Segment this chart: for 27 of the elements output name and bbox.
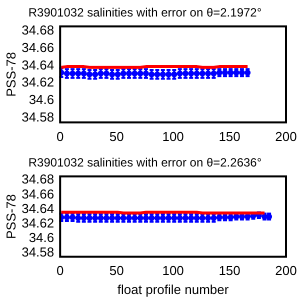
x-tick-label: 0 bbox=[56, 263, 64, 278]
y-axis-title: PSS-78 bbox=[3, 52, 18, 97]
y-tick-label: 34.66 bbox=[22, 40, 54, 55]
y-tick-label: 34.62 bbox=[22, 74, 54, 90]
x-tick-label: 200 bbox=[275, 263, 297, 278]
x-tick-label: 150 bbox=[218, 263, 240, 278]
y-axis-title: PSS-78 bbox=[3, 194, 18, 240]
y-tick-label: 34.58 bbox=[22, 110, 54, 125]
x-tick-label: 100 bbox=[162, 263, 184, 278]
x-tick-label: 200 bbox=[275, 128, 297, 144]
x-axis-title: float profile number bbox=[117, 282, 230, 297]
x-tick-label: 0 bbox=[56, 128, 64, 144]
x-tick-label: 100 bbox=[162, 128, 184, 144]
chart-title: R3901032 salinities with error on θ=2.2636° bbox=[28, 156, 262, 170]
x-tick-label: 50 bbox=[109, 263, 124, 278]
y-tick-label: 34.68 bbox=[22, 22, 54, 38]
y-tick-label: 34.64 bbox=[22, 57, 54, 72]
y-tick-label: 34.6 bbox=[28, 230, 54, 246]
x-tick-label: 50 bbox=[109, 128, 124, 144]
y-tick-label: 34.58 bbox=[22, 244, 54, 260]
x-tick-label: 150 bbox=[218, 128, 240, 144]
y-tick-label: 34.6 bbox=[28, 92, 54, 108]
y-tick-label: 34.64 bbox=[22, 200, 54, 216]
y-tick-label: 34.66 bbox=[22, 186, 54, 202]
y-tick-label: 34.62 bbox=[22, 215, 54, 230]
y-tick-label: 34.68 bbox=[22, 172, 54, 187]
chart-title: R3901032 salinities with error on θ=2.1972° bbox=[28, 6, 262, 20]
